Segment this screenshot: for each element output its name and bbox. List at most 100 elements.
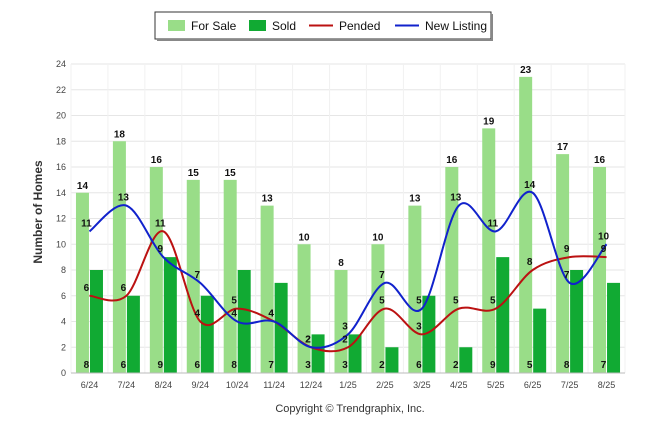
data-label-sold: 2	[453, 360, 459, 371]
bar-for-sale	[149, 167, 163, 373]
y-tick-label: 10	[56, 239, 66, 249]
y-tick-label: 24	[56, 59, 66, 69]
data-label-for-sale: 15	[188, 168, 200, 179]
data-label-for-sale: 16	[151, 155, 163, 166]
data-label-new-listing: 3	[342, 321, 348, 332]
bar-for-sale	[260, 205, 274, 373]
bar-sold	[274, 282, 288, 373]
x-tick-label: 7/24	[118, 380, 136, 390]
bar-sold	[570, 270, 584, 373]
data-label-sold: 2	[379, 360, 385, 371]
data-label-for-sale: 8	[338, 258, 344, 269]
data-label-new-listing: 13	[118, 193, 130, 204]
data-label-pended: 5	[231, 296, 237, 307]
copyright-footer: Copyright © Trendgraphix, Inc.	[275, 403, 424, 415]
data-label-sold: 8	[231, 360, 237, 371]
data-label-for-sale: 13	[409, 194, 421, 205]
legend-box-shadow-bottom	[157, 39, 493, 41]
legend-label: Sold	[272, 19, 296, 33]
x-tick-label: 1/25	[339, 380, 357, 390]
line-new-listing	[88, 190, 608, 349]
bar-sold	[200, 295, 214, 373]
x-tick-label: 8/24	[155, 380, 173, 390]
y-tick-label: 22	[56, 85, 66, 95]
data-label-sold: 5	[527, 360, 533, 371]
y-tick-label: 18	[56, 136, 66, 146]
data-label-pended: 9	[564, 244, 570, 255]
data-label-sold: 6	[121, 360, 127, 371]
bar-sold	[163, 257, 177, 373]
data-label-new-listing: 9	[158, 244, 164, 255]
y-axis-label: Number of Homes	[31, 160, 45, 264]
data-label-new-listing: 2	[305, 334, 311, 345]
data-label-sold: 7	[268, 360, 274, 371]
bars	[75, 76, 621, 373]
x-tick-label: 5/25	[487, 380, 505, 390]
data-label-sold: 6	[194, 360, 200, 371]
data-label-for-sale: 23	[520, 65, 532, 76]
legend-label: New Listing	[425, 19, 487, 33]
bar-sold	[496, 257, 510, 373]
data-label-sold: 9	[158, 360, 164, 371]
data-label-new-listing: 11	[487, 218, 498, 229]
bar-sold	[126, 295, 140, 373]
x-tick-label: 3/25	[413, 380, 431, 390]
data-label-sold: 9	[490, 360, 496, 371]
y-tick-label: 14	[56, 188, 66, 198]
x-tick-label: 10/24	[226, 380, 249, 390]
data-label-pended: 4	[268, 309, 274, 320]
y-tick-label: 4	[61, 317, 66, 327]
data-label-for-sale: 16	[594, 155, 606, 166]
data-label-sold: 3	[305, 360, 311, 371]
bar-for-sale	[556, 154, 570, 373]
y-tick-label: 12	[56, 214, 66, 224]
x-tick-label: 12/24	[300, 380, 323, 390]
y-tick-label: 20	[56, 111, 66, 121]
bar-for-sale	[482, 128, 496, 373]
y-tick-label: 8	[61, 265, 66, 275]
data-label-new-listing: 13	[450, 193, 462, 204]
y-tick-label: 16	[56, 162, 66, 172]
data-label-pended: 8	[527, 257, 533, 268]
x-tick-label: 4/25	[450, 380, 468, 390]
legend: For Sale Sold Pended New Listing	[154, 11, 493, 41]
data-label-pended: 9	[601, 244, 607, 255]
data-label-pended: 6	[121, 283, 127, 294]
x-tick-label: 7/25	[561, 380, 579, 390]
data-label-new-listing: 14	[524, 180, 536, 191]
data-label-sold: 8	[84, 360, 90, 371]
data-label-sold: 6	[416, 360, 422, 371]
x-tick-label: 9/24	[192, 380, 210, 390]
bar-sold	[311, 334, 325, 373]
data-label-for-sale: 10	[299, 232, 311, 243]
y-tick-label: 2	[61, 342, 66, 352]
bar-sold	[422, 295, 436, 373]
bar-for-sale	[593, 167, 607, 373]
bar-for-sale	[519, 76, 533, 373]
data-label-new-listing: 7	[379, 270, 385, 281]
data-label-pended: 4	[194, 309, 200, 320]
bar-for-sale	[445, 167, 459, 373]
bar-for-sale	[223, 179, 237, 373]
data-label-new-listing: 7	[194, 270, 200, 281]
data-label-pended: 6	[84, 283, 90, 294]
data-label-pended: 11	[155, 218, 166, 229]
data-label-for-sale: 19	[483, 116, 495, 127]
bar-sold	[459, 347, 473, 373]
bar-for-sale	[371, 244, 385, 373]
bar-for-sale	[408, 205, 422, 373]
bar-for-sale	[297, 244, 311, 373]
data-label-new-listing: 4	[231, 309, 237, 320]
data-label-for-sale: 14	[77, 181, 89, 192]
bar-sold	[89, 270, 103, 373]
data-label-sold: 3	[342, 360, 348, 371]
data-label-pended: 3	[416, 321, 422, 332]
data-label-for-sale: 10	[372, 232, 384, 243]
data-label-for-sale: 15	[225, 168, 237, 179]
bar-sold	[385, 347, 399, 373]
x-tick-label: 6/25	[524, 380, 542, 390]
legend-label: For Sale	[191, 19, 237, 33]
bar-sold	[607, 282, 621, 373]
